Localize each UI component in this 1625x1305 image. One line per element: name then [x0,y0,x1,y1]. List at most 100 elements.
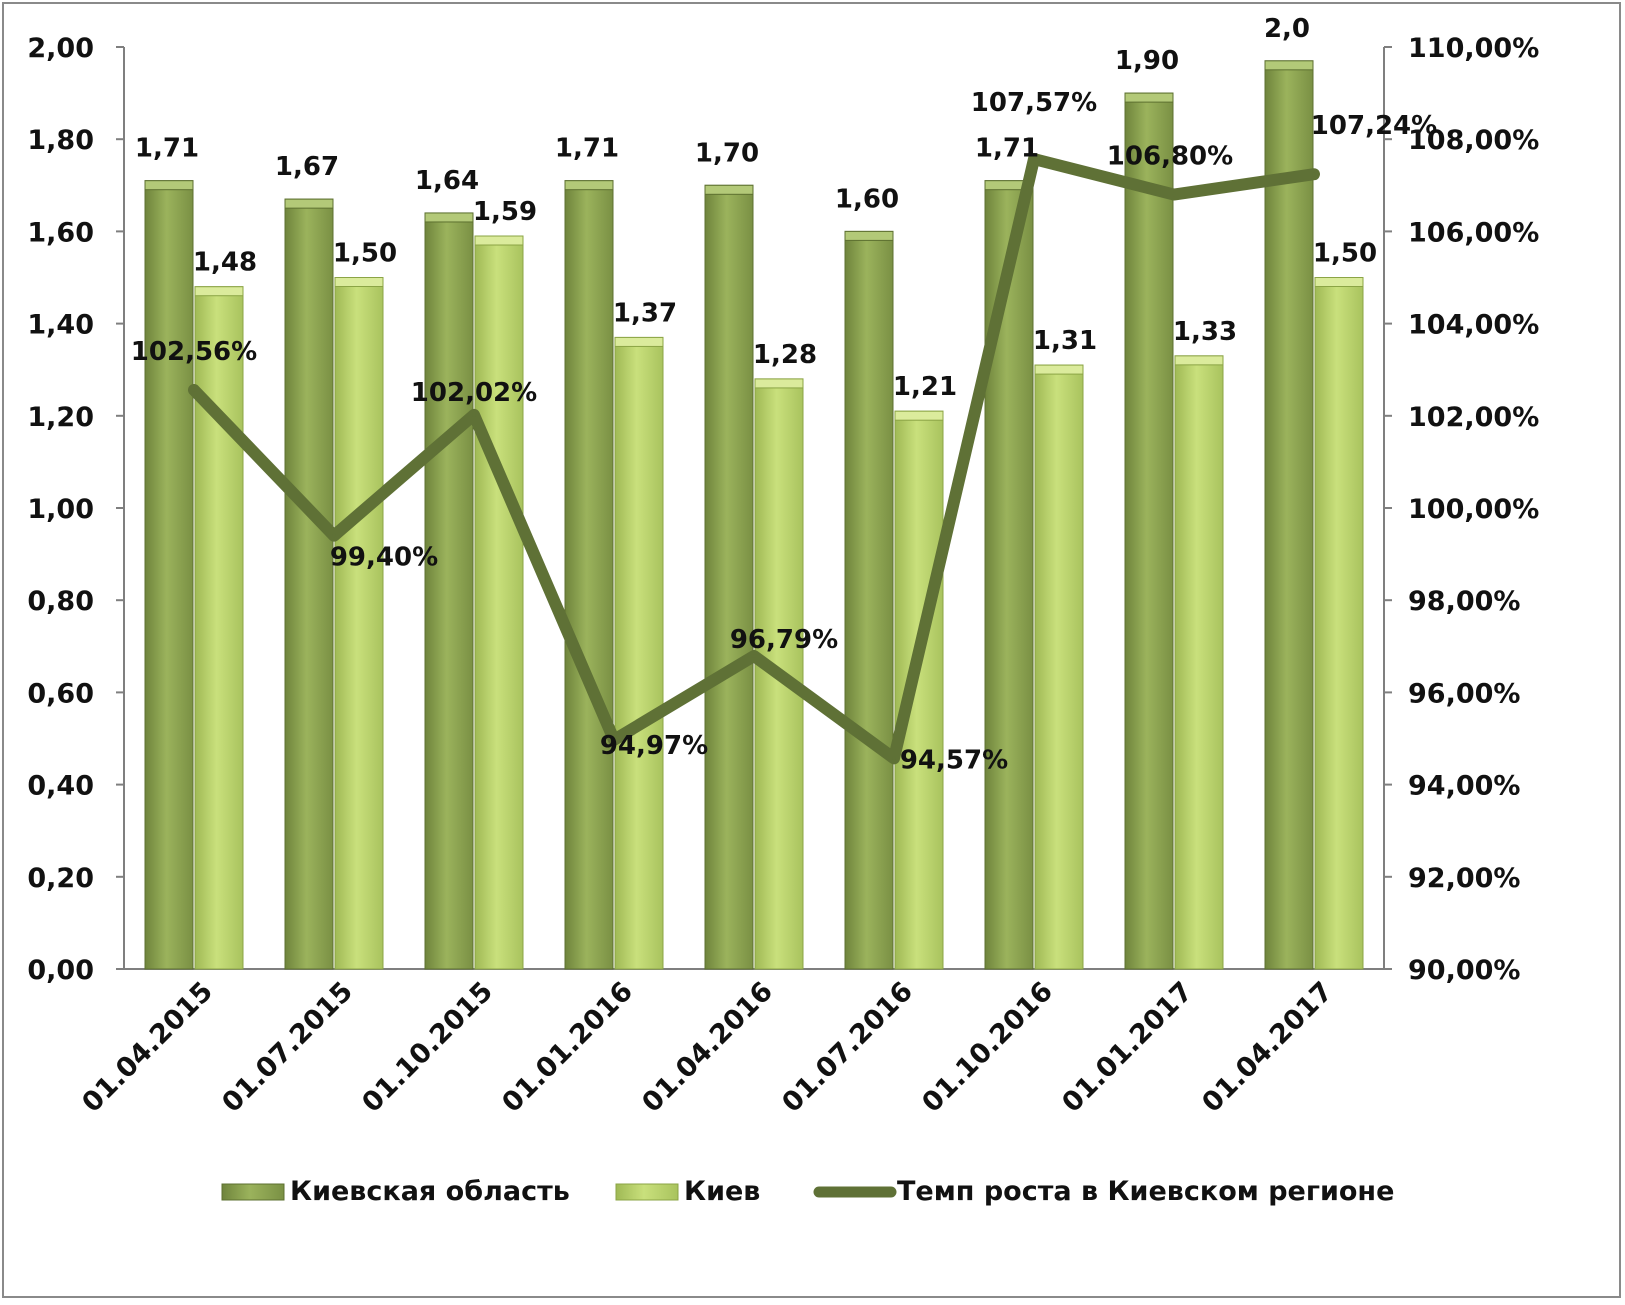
bar-cap-kievskaya-oblast [844,230,894,241]
data-label-kievskaya-oblast: 2,0 [1264,14,1310,44]
bar-cap-kievskaya-oblast [424,212,474,223]
data-label-growth-rate: 96,79% [730,625,838,655]
legend-item-kiev: Киев [615,1176,760,1207]
bar-body-kievskaya-oblast [1264,60,1314,970]
right-tick-label: 94,00% [1408,771,1520,802]
legend-swatch [615,1183,679,1201]
bar-body-kiev [334,277,384,970]
data-label-kiev: 1,50 [1313,239,1377,269]
category-label: 01.04.2017 [1196,976,1339,1119]
category-label: 01.04.2015 [76,976,219,1119]
left-tick-label: 0,20 [27,863,94,894]
bar-cap-kiev [1314,277,1364,287]
data-label-growth-rate: 102,02% [411,378,537,408]
growth-line [188,153,1320,765]
left-tick-label: 0,60 [27,678,94,709]
bar-body-kiev [474,235,524,970]
legend-item-kievskaya-oblast: Киевская область [221,1176,570,1207]
data-label-kievskaya-oblast: 1,60 [835,184,899,214]
bar-body-kiev [894,410,944,970]
right-tick-label: 102,00% [1408,402,1539,433]
bar-body-kievskaya-oblast [1124,92,1174,970]
left-tick-label: 1,80 [27,125,94,156]
growth-rate-point [1312,172,1316,177]
legend-item-growth-rate: Темп роста в Киевском регионе [813,1176,1394,1207]
legend-label: Киев [684,1176,760,1207]
right-tick-label: 100,00% [1408,494,1539,525]
data-label-kievskaya-oblast: 1,71 [975,134,1039,164]
right-tick-label: 108,00% [1408,125,1539,156]
bar-cap-kiev [1174,355,1224,366]
data-label-kiev: 1,48 [193,248,257,278]
category-label: 01.01.2016 [496,976,639,1119]
legend: Киевская область Киев Темп роста в Киевско… [221,1176,1394,1207]
right-tick-label: 110,00% [1408,33,1539,64]
bar-cap-kiev [334,277,384,287]
bar-body-kievskaya-oblast [704,184,754,970]
growth-rate-point [752,653,756,658]
growth-rate-point [612,737,616,742]
bar-kiev [194,286,244,970]
bar-body-kiev [1034,364,1084,970]
bar-body-kiev [194,286,244,970]
growth-rate-point [1172,192,1176,197]
bar-kievskaya-oblast [1264,60,1314,970]
bar-kievskaya-oblast [564,180,614,970]
bar-cap-kievskaya-oblast [704,184,754,195]
bar-body-kievskaya-oblast [564,180,614,970]
data-label-growth-rate: 106,80% [1107,142,1233,172]
bar-cap-kievskaya-oblast [1124,92,1174,103]
data-label-kiev: 1,37 [613,298,677,328]
bar-body-kievskaya-oblast [424,212,474,970]
bar-kievskaya-oblast [704,184,754,970]
right-tick-label: 90,00% [1408,955,1520,986]
right-tick-label: 98,00% [1408,586,1520,617]
right-tick-label: 92,00% [1408,863,1520,894]
data-label-kievskaya-oblast: 1,70 [695,138,759,168]
growth-rate-point [472,412,476,417]
bar-kiev [1034,364,1084,970]
bar-body-kiev [1314,277,1364,970]
legend-label: Киевская область [290,1176,570,1207]
category-label: 01.10.2015 [356,976,499,1119]
data-label-kievskaya-oblast: 1,71 [135,134,199,164]
right-tick-label: 96,00% [1408,678,1520,709]
bar-kievskaya-oblast [844,230,894,970]
bar-body-kievskaya-oblast [284,198,334,970]
left-tick-label: 0,80 [27,586,94,617]
bar-kievskaya-oblast [424,212,474,970]
bar-kievskaya-oblast [1124,92,1174,970]
bar-kiev [474,235,524,970]
data-label-growth-rate: 107,24% [1311,111,1437,141]
right-tick-label: 106,00% [1408,217,1539,248]
bar-kiev [614,336,664,970]
bar-kiev [1174,355,1224,970]
data-label-growth-rate: 102,56% [131,337,257,367]
bar-cap-kiev [614,336,664,347]
data-labels: 1,71 1,48 1,67 1,50 1,641,59 1,71 1,37 1,70 1,28… [131,14,1437,775]
bar-kievskaya-oblast [984,180,1034,970]
growth-rate-point [332,533,336,538]
bar-kievskaya-oblast [144,180,194,970]
data-label-kievskaya-oblast: 1,64 [415,166,479,196]
data-label-growth-rate: 107,57% [971,88,1097,118]
data-label-kiev: 1,33 [1173,317,1237,347]
bar-body-kiev [1174,355,1224,970]
data-label-kiev: 1,59 [473,197,537,227]
growth-rate-point [192,387,196,392]
category-label: 01.07.2016 [776,976,919,1119]
growth-rate-point [1032,157,1036,162]
bar-cap-kiev [474,235,524,246]
category-label: 01.07.2015 [216,976,359,1119]
data-label-growth-rate: 99,40% [330,543,438,573]
left-tick-label: 1,60 [27,217,94,248]
category-label: 01.04.2016 [636,976,779,1119]
legend-swatch [221,1183,285,1201]
combo-chart: 0,00 0,20 0,40 0,60 0,80 1,00 1,20 1,40 1,60 1,80… [27,14,1539,1207]
bar-body-kievskaya-oblast [844,230,894,970]
category-label: 01.10.2016 [916,976,1059,1119]
left-tick-label: 0,00 [27,955,94,986]
data-label-kiev: 1,28 [753,340,817,370]
data-label-kiev: 1,21 [893,372,957,402]
